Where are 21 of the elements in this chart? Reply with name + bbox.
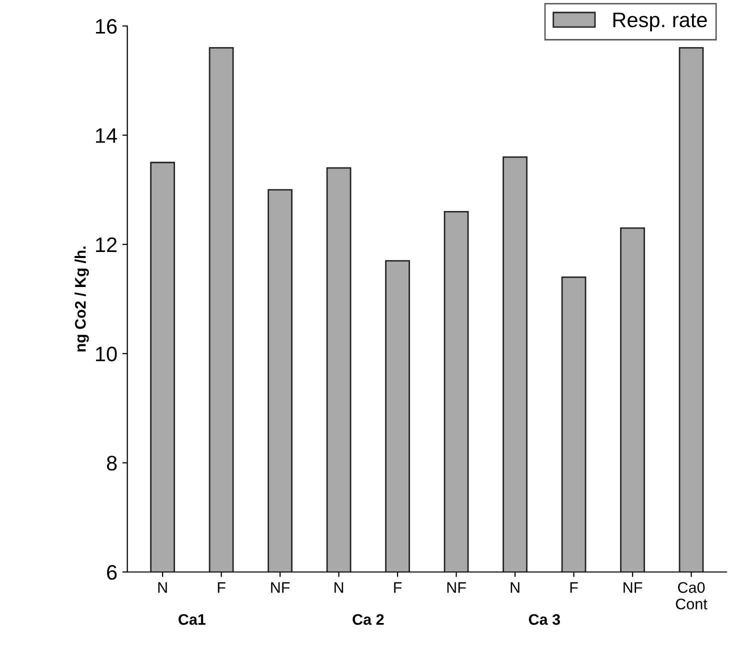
x-tick-label: Ca0 Cont (676, 582, 708, 610)
y-axis-title: ng Co2 / Kg /h. (74, 246, 89, 352)
x-tick-label: N (334, 582, 344, 593)
y-tick-label: 10 (96, 346, 117, 362)
x-tick-label: F (394, 582, 402, 593)
y-tick-label: 6 (107, 565, 117, 580)
text: Ca 2 (352, 614, 384, 625)
legend-label: Resp. rate (613, 12, 707, 32)
x-tick-label: NF (447, 582, 466, 593)
text: Ca 3 (528, 614, 560, 625)
text: Ca1 (178, 614, 206, 625)
x-tick-label: N (158, 582, 167, 593)
y-tick-label: 12 (96, 237, 117, 252)
x-tick-label: NF (271, 582, 290, 593)
y-tick-label: 16 (96, 19, 117, 34)
y-tick-label: 8 (106, 456, 117, 471)
x-tick-label: F (218, 582, 226, 593)
x-tick-label: N (510, 582, 520, 593)
y-tick-label: 14 (96, 128, 117, 143)
x-tick-label: NF (624, 582, 642, 593)
x-tick-label: F (570, 582, 578, 593)
